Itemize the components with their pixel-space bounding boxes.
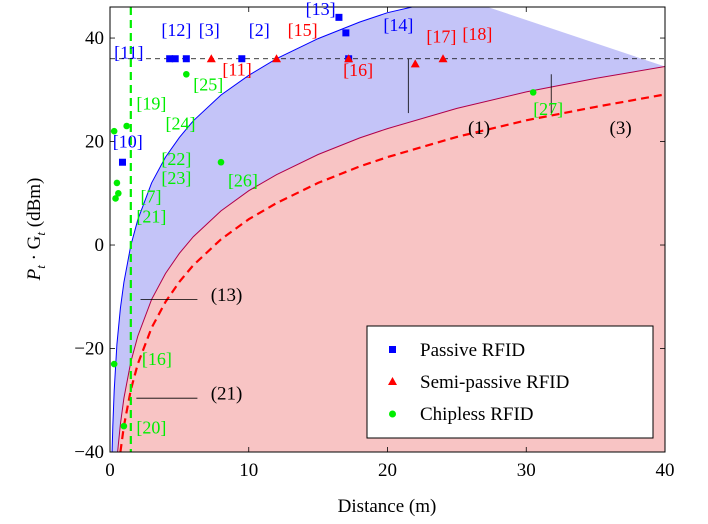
point-passive-5 xyxy=(335,13,343,21)
x-tick-label-0: 0 xyxy=(105,460,115,481)
curve-upper xyxy=(111,7,415,452)
y-tick-label-2: 0 xyxy=(95,235,105,256)
y-tick-label-3: 20 xyxy=(85,132,104,153)
curve-annotations: (1) (3) (13) (21) xyxy=(211,118,632,405)
y-tick-label-0: −40 xyxy=(74,442,104,463)
y-axis-title-sub-t1: t xyxy=(33,265,48,269)
point-semi-passive-3 xyxy=(410,59,420,68)
series-2 xyxy=(110,70,537,430)
point-semi-passive-4 xyxy=(438,54,448,63)
point-label-2-7: [26] xyxy=(228,171,258,191)
point-label-2-2: [25] xyxy=(193,74,223,94)
curve-1-dashed xyxy=(119,93,665,452)
point-passive-3 xyxy=(182,55,190,63)
axis-ticks: 0 10 20 30 40 −40 −20 0 20 40 xyxy=(74,7,675,481)
point-chipless-8 xyxy=(110,360,118,368)
point-label-2-3: [22] xyxy=(161,149,191,169)
point-label-2-8: [27] xyxy=(533,99,563,119)
point-semi-passive-2 xyxy=(344,54,354,63)
region-blue xyxy=(112,7,665,452)
point-label-2-0: [19] xyxy=(136,93,166,113)
point-label-1-0: [11] xyxy=(222,59,251,79)
y-tick-label-4: 40 xyxy=(85,28,104,49)
x-tick-label-4: 40 xyxy=(656,460,675,481)
point-label-1-4: [18] xyxy=(462,24,492,44)
point-label-0-6: [14] xyxy=(383,15,413,35)
point-label-1-2: [16] xyxy=(343,60,373,80)
point-label-2-1: [24] xyxy=(166,114,196,134)
legend-box xyxy=(366,325,654,439)
point-semi-passive-0 xyxy=(206,54,216,63)
point-chipless-9 xyxy=(120,422,128,430)
point-label-2-9: [16] xyxy=(142,349,172,369)
legend-marker-passive xyxy=(389,346,396,353)
annotation-3: (21) xyxy=(211,384,243,405)
point-chipless-2 xyxy=(115,189,122,197)
point-label-1-3: [17] xyxy=(426,27,456,47)
point-passive-4 xyxy=(238,55,246,63)
y-axis-title-symbol-p: P xyxy=(24,268,45,281)
legend-label-semi-passive: Semi-passive RFID xyxy=(420,372,569,393)
point-chipless-0 xyxy=(110,127,118,135)
point-chipless-5 xyxy=(183,70,190,78)
point-label-0-5: [13] xyxy=(306,0,336,19)
y-axis-title: Pt · Gt (dBm) xyxy=(24,178,48,282)
point-label-2-4: [23] xyxy=(161,168,191,188)
point-label-2-6: [21] xyxy=(136,206,166,226)
point-chipless-6 xyxy=(217,158,225,166)
legend: Passive RFID Semi-passive RFID Chipless … xyxy=(366,325,654,439)
point-passive-6 xyxy=(342,29,350,37)
x-tick-label-2: 20 xyxy=(378,460,397,481)
y-tick-label-1: −20 xyxy=(74,339,104,360)
point-label-2-10: [20] xyxy=(136,417,166,437)
point-label-0-4: [2] xyxy=(249,20,270,40)
point-chipless-7 xyxy=(529,89,537,96)
point-label-1-1: [15] xyxy=(288,20,318,40)
point-label-0-0: [10] xyxy=(113,132,143,152)
point-passive-2 xyxy=(171,55,179,63)
y-axis-title-unit: (dBm) xyxy=(24,178,45,232)
point-chipless-4 xyxy=(123,122,130,130)
point-passive-1 xyxy=(166,55,174,63)
annotation-2: (13) xyxy=(211,285,243,306)
x-axis-title: Distance (m) xyxy=(338,496,437,517)
annotation-1: (3) xyxy=(610,118,632,139)
x-tick-label-3: 30 xyxy=(517,460,536,481)
y-axis-title-sub-t2: t xyxy=(33,232,48,236)
legend-label-chipless: Chipless RFID xyxy=(420,404,534,425)
point-label-2-5: [7] xyxy=(141,187,162,207)
point-chipless-3 xyxy=(112,195,119,202)
point-semi-passive-1 xyxy=(272,54,281,63)
x-tick-label-1: 10 xyxy=(239,460,258,481)
series-1 xyxy=(206,54,448,68)
annotation-0: (1) xyxy=(468,118,490,139)
point-label-0-2: [12] xyxy=(161,20,191,40)
y-axis-title-mid: · G xyxy=(24,235,45,265)
point-label-0-1: [11] xyxy=(114,43,143,63)
legend-label-passive: Passive RFID xyxy=(420,340,525,361)
point-chipless-1 xyxy=(113,179,121,187)
legend-marker-chipless xyxy=(389,410,396,418)
point-labels: [10] [11] [12] [3] [2] [13] [14] [11] [15] [16] [1… xyxy=(113,0,563,437)
point-passive-0 xyxy=(118,158,126,166)
point-label-0-3: [3] xyxy=(199,20,220,40)
legend-marker-semi-passive xyxy=(388,377,397,385)
